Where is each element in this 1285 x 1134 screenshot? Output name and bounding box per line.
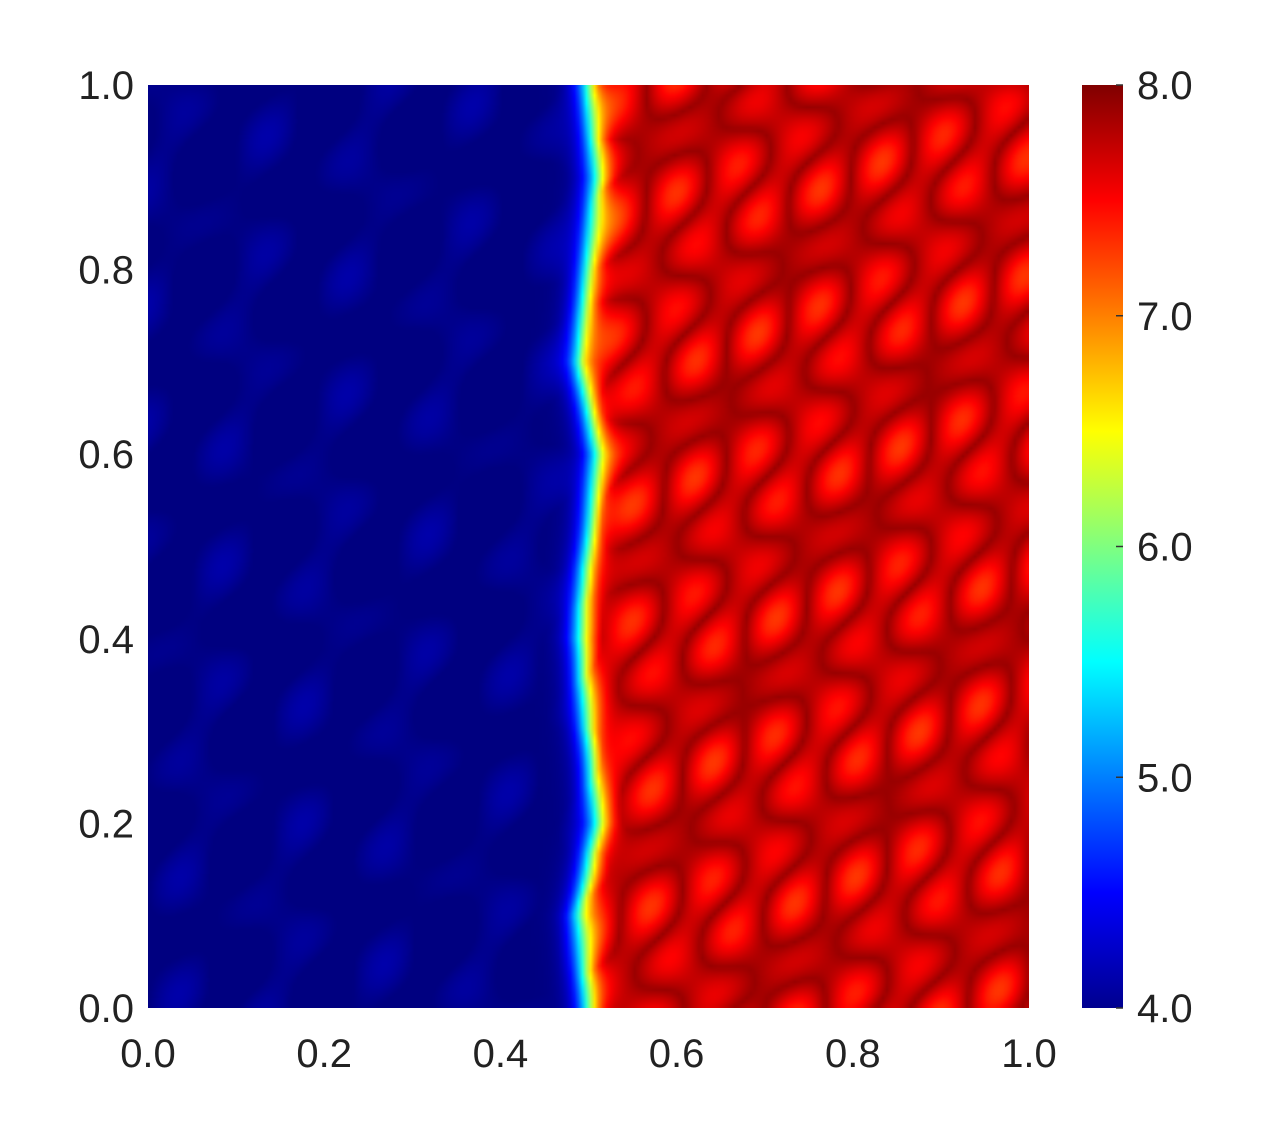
x-axis-ticks: 0.0 0.2 0.4 0.6 0.8 1.0: [120, 1032, 1057, 1076]
y-tick-label: 0.6: [78, 433, 134, 477]
y-tick-label: 0.8: [78, 249, 134, 293]
x-tick-label: 0.8: [825, 1032, 881, 1076]
colorbar-ticks: 4.0 5.0 6.0 7.0 8.0: [1116, 64, 1193, 1031]
colorbar-tick-label: 7.0: [1137, 295, 1193, 339]
y-tick-label: 1.0: [78, 64, 134, 108]
y-tick-label: 0.0: [78, 987, 134, 1031]
heatmap-field: [148, 85, 1029, 1008]
y-axis-ticks: 0.0 0.2 0.4 0.6 0.8 1.0: [78, 64, 134, 1031]
x-tick-label: 0.4: [473, 1032, 529, 1076]
y-tick-label: 0.4: [78, 618, 134, 662]
y-tick-label: 0.2: [78, 802, 134, 846]
x-tick-label: 1.0: [1001, 1032, 1057, 1076]
colorbar-tick-label: 5.0: [1137, 756, 1193, 800]
colorbar-tick-label: 6.0: [1137, 526, 1193, 570]
colorbar-tick-label: 8.0: [1137, 64, 1193, 108]
x-tick-label: 0.0: [120, 1032, 176, 1076]
colorbar-tick-label: 4.0: [1137, 987, 1193, 1031]
x-tick-label: 0.2: [296, 1032, 352, 1076]
x-tick-label: 0.6: [649, 1032, 705, 1076]
